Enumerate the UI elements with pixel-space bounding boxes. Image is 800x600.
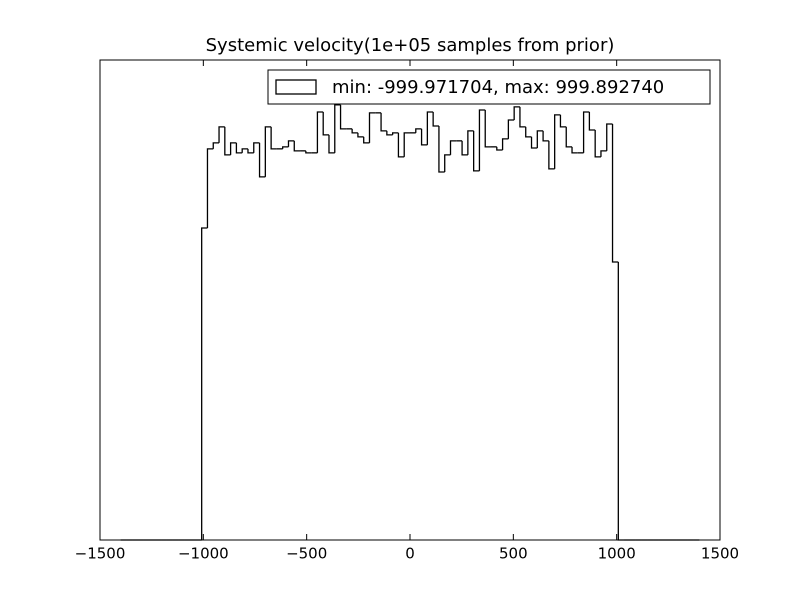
histogram-bin bbox=[507, 119, 515, 139]
histogram-bin bbox=[467, 130, 474, 155]
histogram-bin bbox=[316, 111, 324, 153]
chart-title: Systemic velocity(1e+05 samples from pri… bbox=[206, 35, 615, 56]
x-tick-label: −1000 bbox=[178, 545, 229, 563]
histogram-bin bbox=[397, 132, 405, 158]
histogram-bin bbox=[351, 128, 358, 134]
histogram-bin bbox=[415, 128, 422, 133]
histogram-bin bbox=[224, 126, 231, 156]
histogram-bin bbox=[530, 136, 538, 149]
histogram-bin bbox=[270, 126, 277, 150]
histogram-bin bbox=[611, 124, 619, 263]
histogram-bin bbox=[571, 146, 578, 154]
histogram-bin bbox=[380, 112, 387, 132]
histogram-bin bbox=[432, 112, 439, 127]
histogram-bin bbox=[391, 132, 399, 135]
legend-label: min: -999.971704, max: 999.892740 bbox=[332, 77, 664, 98]
histogram-bin bbox=[606, 123, 613, 151]
histogram-bin bbox=[357, 132, 364, 138]
legend-box bbox=[267, 69, 711, 105]
histogram-bin bbox=[305, 150, 312, 154]
histogram-bin bbox=[559, 114, 567, 128]
histogram-bin bbox=[334, 104, 341, 153]
histogram-bin bbox=[444, 154, 451, 172]
histogram-bin bbox=[212, 142, 220, 149]
histogram-bin bbox=[363, 136, 370, 144]
histogram-bin bbox=[201, 227, 208, 540]
histogram-bin bbox=[478, 109, 486, 171]
histogram-bin bbox=[264, 126, 272, 177]
histogram-bin bbox=[386, 130, 393, 136]
histogram-bin bbox=[282, 146, 289, 149]
x-tick-label: −1500 bbox=[75, 545, 126, 563]
histogram-bin bbox=[554, 114, 561, 169]
histogram-bin bbox=[258, 142, 266, 178]
histogram-bin bbox=[519, 106, 526, 128]
histogram-bin bbox=[473, 130, 480, 172]
histogram-bin bbox=[339, 104, 347, 130]
histogram-bin bbox=[241, 148, 248, 153]
histogram-bin bbox=[206, 148, 214, 228]
histogram-bin bbox=[449, 140, 457, 155]
histogram-bin bbox=[501, 138, 509, 150]
histogram-bin bbox=[582, 111, 590, 153]
legend-swatch bbox=[275, 79, 317, 95]
histogram-bin bbox=[594, 130, 601, 158]
histogram-bin bbox=[235, 142, 243, 154]
histogram-bin bbox=[536, 130, 544, 148]
x-tick-label: 1500 bbox=[701, 545, 739, 563]
histogram-bin bbox=[403, 132, 410, 157]
histogram-bin bbox=[513, 106, 520, 120]
histogram-bin bbox=[420, 128, 428, 146]
histogram-bin bbox=[438, 126, 445, 173]
histogram-bin bbox=[229, 142, 237, 155]
histogram-bin bbox=[484, 110, 492, 148]
histogram-bin bbox=[322, 112, 329, 136]
histogram-bin bbox=[287, 140, 295, 147]
histogram-bin bbox=[293, 140, 301, 152]
histogram-bin bbox=[247, 148, 254, 154]
histogram-bin bbox=[253, 142, 260, 153]
histogram-bin bbox=[565, 126, 573, 148]
histogram-bin bbox=[461, 140, 468, 156]
x-tick-label: 1000 bbox=[598, 545, 636, 563]
histogram-bin bbox=[426, 111, 434, 145]
histogram-bin bbox=[525, 126, 532, 138]
histogram-bin bbox=[548, 140, 555, 170]
histogram-bin bbox=[368, 112, 376, 143]
x-tick-label: 0 bbox=[405, 545, 415, 563]
histogram-bin bbox=[600, 150, 607, 157]
histogram-bin bbox=[328, 134, 335, 154]
histogram-bin bbox=[588, 112, 596, 131]
histogram-bin bbox=[218, 126, 225, 143]
histogram-bin bbox=[542, 130, 549, 142]
histogram-bin bbox=[496, 146, 503, 151]
x-tick-label: 500 bbox=[499, 545, 528, 563]
x-tick-label: −500 bbox=[286, 545, 327, 563]
